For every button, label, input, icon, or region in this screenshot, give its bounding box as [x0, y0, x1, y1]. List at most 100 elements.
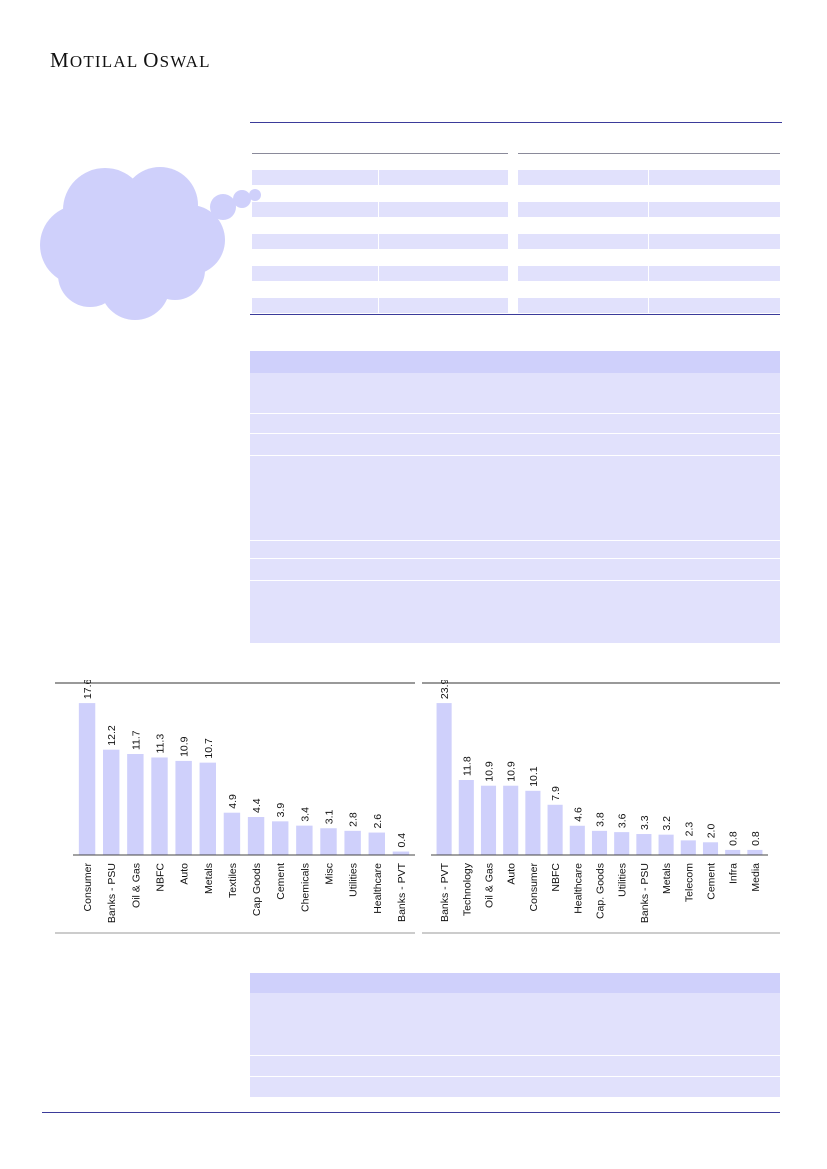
- right-category-label-2: Oil & Gas: [484, 863, 496, 908]
- table1-left-row-2: [252, 202, 508, 217]
- left-bar-10: [320, 828, 337, 855]
- right-data-label-8: 3.6: [617, 813, 629, 828]
- right-data-label-3: 10.9: [506, 761, 518, 782]
- left-category-label-13: Banks - PVT: [396, 862, 408, 922]
- table1-right-header-rule: [518, 153, 780, 154]
- table1-left-row-5: [252, 298, 508, 313]
- right-bar-3: [503, 785, 519, 855]
- left-bar-3: [151, 757, 168, 855]
- right-data-label-9: 3.3: [639, 815, 651, 830]
- logo-initial-1: M: [50, 48, 70, 72]
- left-bar-5: [199, 762, 216, 855]
- left-data-label-8: 3.9: [275, 803, 287, 818]
- right-category-label-3: Auto: [506, 863, 518, 885]
- right-data-label-11: 2.3: [683, 822, 695, 837]
- table1-top-rule: [250, 122, 782, 123]
- left-bar-0: [78, 703, 96, 855]
- left-bar-6: [223, 812, 241, 855]
- thought-cloud-graphic: [40, 167, 261, 320]
- right-category-label-4: Consumer: [528, 862, 540, 911]
- table1-right-row-3: [518, 234, 780, 249]
- left-bar-4: [175, 760, 192, 855]
- right-data-label-2: 10.9: [484, 761, 496, 782]
- left-data-label-12: 2.6: [372, 814, 384, 829]
- left-bar-2: [127, 754, 144, 855]
- right-bar-10: [658, 834, 674, 855]
- table1-left-row-4: [252, 266, 508, 281]
- right-data-label-0: 23.9: [439, 680, 451, 699]
- right-bar-0: [436, 703, 452, 855]
- left-data-label-13: 0.4: [396, 833, 408, 848]
- left-data-label-9: 3.4: [299, 807, 311, 822]
- table1-right-row-1: [518, 170, 780, 185]
- right-category-label-10: Metals: [661, 863, 673, 894]
- left-bar-9: [296, 825, 313, 855]
- right-bar-14: [747, 849, 763, 855]
- right-data-label-1: 11.8: [461, 756, 473, 776]
- right-data-label-7: 3.8: [595, 812, 607, 827]
- table2-divider-6: [250, 580, 780, 581]
- right-data-label-14: 0.8: [750, 831, 762, 846]
- table1-right-col-sep: [648, 168, 649, 316]
- right-bar-6: [569, 825, 585, 855]
- left-bar-8: [272, 821, 289, 855]
- left-bar-7: [247, 817, 265, 855]
- table2-body: [250, 373, 780, 643]
- left-bar-12: [368, 832, 385, 855]
- footer-rule: [42, 1112, 780, 1113]
- table2-divider-3: [250, 455, 780, 456]
- company-logo: MOTILAL OSWAL: [50, 48, 211, 73]
- table1-left-col-sep: [378, 168, 379, 316]
- left-data-label-2: 11.7: [130, 730, 142, 750]
- table2-header-band: [250, 351, 780, 373]
- left-data-label-0: 17.6: [82, 680, 94, 699]
- table1-bottom-rule: [250, 314, 780, 315]
- table1-left-row-1: [252, 170, 508, 185]
- right-data-label-13: 0.8: [728, 831, 740, 846]
- left-bar-11: [344, 830, 361, 855]
- left-data-label-4: 10.9: [179, 736, 191, 757]
- right-bar-11: [680, 840, 696, 855]
- right-data-label-12: 2.0: [706, 824, 718, 839]
- left-data-label-7: 4.4: [251, 798, 263, 813]
- logo-text-1: OTILAL: [69, 52, 138, 71]
- left-category-label-2: Oil & Gas: [130, 863, 142, 908]
- right-data-label-4: 10.1: [528, 766, 540, 787]
- left-category-label-6: Textiles: [227, 863, 239, 898]
- right-category-label-13: Infra: [728, 863, 740, 884]
- table1-right-row-4: [518, 266, 780, 281]
- right-category-label-0: Banks - PVT: [439, 862, 451, 922]
- right-category-label-9: Banks - PSU: [639, 863, 651, 923]
- right-data-label-6: 4.6: [572, 807, 584, 822]
- table1-left-row-3: [252, 234, 508, 249]
- table1-right-row-5: [518, 298, 780, 313]
- right-category-label-5: NBFC: [550, 863, 562, 892]
- right-bar-9: [636, 834, 652, 855]
- table2-divider-5: [250, 558, 780, 559]
- table2-divider-4: [250, 540, 780, 541]
- left-category-label-5: Metals: [203, 863, 215, 894]
- right-bar-8: [614, 832, 630, 855]
- left-category-label-7: Cap Goods: [251, 863, 263, 916]
- table1-left-header-rule: [252, 153, 508, 154]
- left-data-label-10: 3.1: [324, 809, 336, 824]
- table2-divider-1: [250, 413, 780, 414]
- left-category-label-4: Auto: [179, 863, 191, 885]
- right-category-label-12: Cement: [706, 863, 718, 900]
- left-category-label-1: Banks - PSU: [106, 863, 118, 923]
- right-bar-7: [591, 830, 608, 855]
- right-category-label-14: Media: [750, 863, 762, 892]
- right-bar-1: [458, 779, 474, 855]
- table3-divider-1: [250, 1055, 780, 1056]
- right-bar-5: [547, 804, 563, 855]
- right-bar-13: [725, 849, 741, 855]
- left-bar-1: [103, 749, 120, 855]
- left-data-label-6: 4.9: [227, 794, 239, 809]
- left-bar-13: [392, 851, 410, 855]
- right-bar-2: [480, 785, 497, 855]
- table3-body: [250, 993, 780, 1097]
- right-category-label-7: Cap. Goods: [595, 863, 607, 919]
- left-category-label-8: Cement: [275, 863, 287, 900]
- table3-header-band: [250, 973, 780, 993]
- table2-divider-2: [250, 433, 780, 434]
